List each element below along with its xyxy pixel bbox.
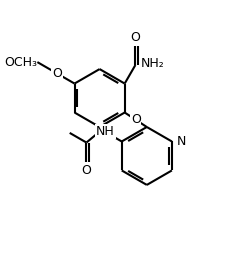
Text: O: O [81, 164, 91, 177]
Text: O: O [131, 31, 140, 44]
Text: NH: NH [96, 125, 114, 138]
Text: O: O [52, 67, 62, 80]
Text: NH₂: NH₂ [141, 57, 165, 70]
Text: O: O [131, 113, 141, 126]
Text: OCH₃: OCH₃ [4, 56, 37, 69]
Text: N: N [177, 135, 186, 148]
